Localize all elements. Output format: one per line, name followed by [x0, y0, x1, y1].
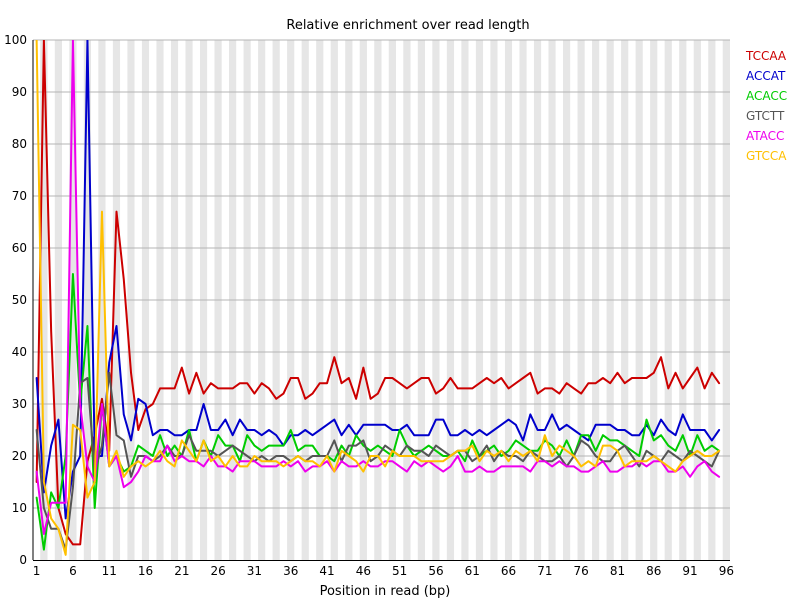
x-tick-label: 21 — [174, 564, 189, 578]
x-tick-label: 26 — [211, 564, 226, 578]
series-line-accat — [35, 40, 721, 520]
y-tick-label: 50 — [12, 293, 27, 307]
y-tick-label: 70 — [12, 189, 27, 203]
x-tick-label: 56 — [428, 564, 443, 578]
x-tick-label: 6 — [69, 564, 77, 578]
y-tick-label: 60 — [12, 241, 27, 255]
horizontal-gridlines — [33, 39, 730, 509]
x-tick-label: 16 — [138, 564, 153, 578]
x-tick-label: 1 — [33, 564, 41, 578]
x-tick-label: 81 — [610, 564, 625, 578]
legend-item-accat: ACCAT — [746, 69, 786, 83]
y-tick-labels: 0 10 20 30 40 50 60 70 80 90 100 — [4, 33, 27, 567]
x-tick-label: 76 — [574, 564, 589, 578]
x-tick-label: 91 — [682, 564, 697, 578]
y-tick-label: 80 — [12, 137, 27, 151]
x-tick-label: 36 — [283, 564, 298, 578]
legend-item-tccaa: TCCAA — [745, 49, 787, 63]
x-tick-label: 41 — [319, 564, 334, 578]
series-line-acacc — [35, 273, 721, 551]
y-tick-label: 90 — [12, 85, 27, 99]
legend-item-acacc: ACACC — [746, 89, 787, 103]
y-tick-label: 100 — [4, 33, 27, 47]
series-line-gtcca — [35, 40, 721, 556]
x-tick-label: 66 — [501, 564, 516, 578]
x-tick-label: 71 — [537, 564, 552, 578]
legend-item-gtcca: GTCCA — [746, 149, 787, 163]
legend-item-atacc: ATACC — [746, 129, 784, 143]
y-tick-label: 10 — [12, 501, 27, 515]
x-tick-label: 46 — [356, 564, 371, 578]
x-tick-label: 96 — [719, 564, 734, 578]
y-tick-label: 0 — [19, 553, 27, 567]
series-lines — [35, 40, 721, 556]
axes — [32, 40, 730, 561]
y-tick-label: 40 — [12, 345, 27, 359]
x-tick-label: 11 — [102, 564, 117, 578]
x-tick-label: 86 — [646, 564, 661, 578]
x-tick-label: 51 — [392, 564, 407, 578]
series-line-tccaa — [35, 40, 721, 546]
x-tick-label: 61 — [465, 564, 480, 578]
series-line-atacc — [35, 40, 721, 535]
chart-title: Relative enrichment over read length — [286, 18, 529, 33]
y-tick-label: 30 — [12, 397, 27, 411]
x-tick-label: 31 — [247, 564, 262, 578]
y-tick-label: 20 — [12, 449, 27, 463]
x-axis-label: Position in read (bp) — [320, 584, 451, 599]
legend: TCCAA ACCAT ACACC GTCTT ATACC GTCCA — [745, 49, 787, 163]
x-tick-labels: 1 6 11 16 21 26 31 36 41 46 51 56 61 66 71 76 81 86 91 96 — [33, 564, 734, 578]
legend-item-gtctt: GTCTT — [746, 109, 785, 123]
